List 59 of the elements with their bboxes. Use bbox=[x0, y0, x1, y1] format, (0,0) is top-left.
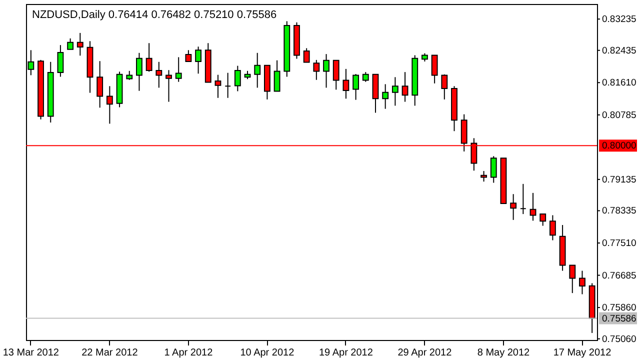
candlestick bbox=[352, 74, 360, 100]
candlestick bbox=[332, 60, 340, 90]
x-tick-label: 10 Apr 2012 bbox=[240, 348, 295, 358]
candlestick bbox=[166, 70, 172, 102]
candlestick bbox=[569, 264, 576, 294]
candlestick bbox=[530, 192, 536, 222]
candlestick bbox=[254, 52, 261, 88]
candlestick bbox=[382, 84, 389, 110]
y-tick-label: 0.81610 bbox=[602, 78, 636, 89]
candlestick bbox=[156, 61, 162, 88]
candlestick bbox=[234, 65, 241, 92]
candlestick bbox=[57, 44, 64, 78]
x-tick-label: 22 Mar 2012 bbox=[82, 348, 138, 358]
candlestick bbox=[579, 270, 586, 295]
ref-line-label: 0.75586 bbox=[602, 313, 636, 324]
candlestick bbox=[342, 68, 350, 100]
y-tick-label: 0.75860 bbox=[602, 302, 636, 314]
candlestick bbox=[441, 74, 448, 100]
candlestick bbox=[96, 60, 104, 108]
candlestick bbox=[274, 60, 280, 92]
candlestick bbox=[195, 46, 202, 74]
candlestick bbox=[146, 42, 152, 72]
candlestick bbox=[185, 50, 192, 62]
text: NZDUSD,Daily 0.76414 0.76482 0.75210 0.75586 bbox=[32, 9, 277, 21]
candlestick bbox=[431, 54, 438, 84]
x-tick-label: 29 Apr 2012 bbox=[398, 348, 452, 358]
candlestick bbox=[480, 170, 487, 182]
candlestick bbox=[520, 183, 526, 215]
candlestick bbox=[490, 156, 497, 184]
y-tick-label: 0.79135 bbox=[602, 174, 636, 186]
candlestick bbox=[313, 59, 320, 80]
candlestick bbox=[106, 86, 113, 124]
candlestick bbox=[540, 214, 546, 226]
x-tick-label: 8 May 2012 bbox=[477, 348, 530, 358]
candlestick bbox=[510, 194, 517, 220]
y-tick-label: 0.75060 bbox=[602, 334, 636, 345]
x-tick-label: 1 Apr 2012 bbox=[164, 348, 214, 358]
candlestick bbox=[392, 76, 398, 106]
candlestick bbox=[136, 52, 142, 92]
candlestick bbox=[549, 214, 556, 241]
candlestick bbox=[402, 72, 408, 102]
y-tick-label: 0.83235 bbox=[602, 14, 636, 26]
x-tick-label: 13 Mar 2012 bbox=[2, 348, 60, 358]
candlestick bbox=[323, 54, 330, 88]
x-tick-label: 17 May 2012 bbox=[553, 348, 612, 358]
candlestick bbox=[214, 74, 222, 98]
candlestick bbox=[67, 38, 74, 50]
candlestick bbox=[303, 48, 310, 63]
candlestick bbox=[175, 56, 182, 82]
y-tick-label: 0.82435 bbox=[602, 45, 636, 56]
y-tick-label: 0.80785 bbox=[602, 110, 636, 121]
candlestick bbox=[362, 72, 369, 82]
x-tick-label: 19 Apr 2012 bbox=[318, 348, 374, 358]
candlestick bbox=[76, 32, 84, 56]
y-tick-label: 0.77510 bbox=[602, 238, 636, 249]
y-tick-label: 0.76685 bbox=[602, 270, 636, 282]
ref-line-label: 0.80000 bbox=[602, 140, 636, 152]
candlestick bbox=[224, 72, 232, 98]
y-tick-label: 0.78335 bbox=[602, 206, 636, 217]
